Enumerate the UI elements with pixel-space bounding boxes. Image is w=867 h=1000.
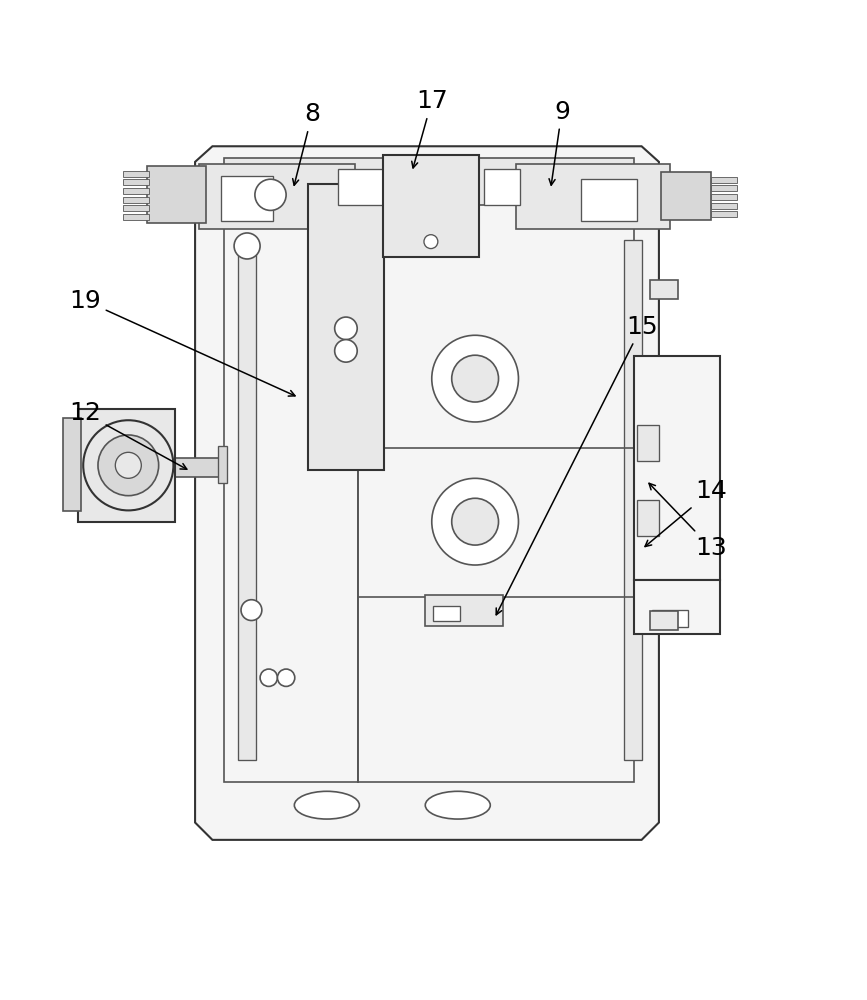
Bar: [581, 179, 637, 221]
Text: 19: 19: [69, 289, 295, 396]
Circle shape: [234, 233, 260, 259]
Bar: [218, 446, 227, 483]
Bar: [711, 185, 737, 191]
Text: 14: 14: [645, 479, 727, 547]
Bar: [383, 155, 479, 257]
Bar: [650, 280, 678, 299]
Circle shape: [452, 355, 499, 402]
Circle shape: [432, 335, 518, 422]
Bar: [425, 595, 503, 626]
Circle shape: [260, 669, 277, 686]
Bar: [711, 177, 737, 183]
Bar: [123, 197, 149, 203]
Bar: [650, 611, 678, 630]
Bar: [78, 409, 175, 522]
Circle shape: [115, 452, 141, 478]
Circle shape: [432, 478, 518, 565]
Text: 8: 8: [293, 102, 320, 185]
Bar: [123, 205, 149, 211]
Circle shape: [83, 420, 173, 510]
Bar: [661, 172, 711, 220]
Bar: [175, 458, 225, 477]
Bar: [516, 164, 670, 229]
Ellipse shape: [295, 791, 359, 819]
Circle shape: [452, 498, 499, 545]
Text: 9: 9: [549, 100, 570, 185]
Text: 17: 17: [412, 89, 447, 168]
Bar: [123, 188, 149, 194]
Bar: [123, 179, 149, 185]
Bar: [634, 356, 720, 580]
Bar: [63, 418, 81, 511]
Circle shape: [335, 317, 357, 340]
Text: 15: 15: [496, 315, 657, 615]
Ellipse shape: [425, 791, 491, 819]
Text: 12: 12: [69, 401, 186, 469]
Bar: [484, 169, 520, 205]
Bar: [199, 164, 355, 229]
Bar: [634, 580, 720, 634]
Bar: [338, 169, 386, 205]
Text: 13: 13: [649, 483, 727, 560]
Bar: [308, 184, 384, 470]
Circle shape: [241, 600, 262, 621]
Circle shape: [424, 235, 438, 249]
Bar: [711, 194, 737, 200]
Polygon shape: [195, 146, 659, 840]
Bar: [637, 425, 659, 461]
Bar: [123, 214, 149, 220]
Bar: [221, 176, 273, 221]
Bar: [238, 240, 256, 760]
Bar: [711, 211, 737, 217]
Bar: [224, 192, 358, 782]
Bar: [123, 171, 149, 177]
Bar: [637, 500, 659, 536]
Circle shape: [277, 669, 295, 686]
Bar: [434, 606, 460, 621]
Circle shape: [335, 340, 357, 362]
Bar: [711, 203, 737, 209]
Bar: [224, 158, 634, 205]
Bar: [624, 240, 642, 760]
Circle shape: [98, 435, 159, 496]
Bar: [147, 166, 206, 223]
Circle shape: [255, 179, 286, 210]
Bar: [652, 610, 688, 627]
Bar: [358, 192, 634, 782]
